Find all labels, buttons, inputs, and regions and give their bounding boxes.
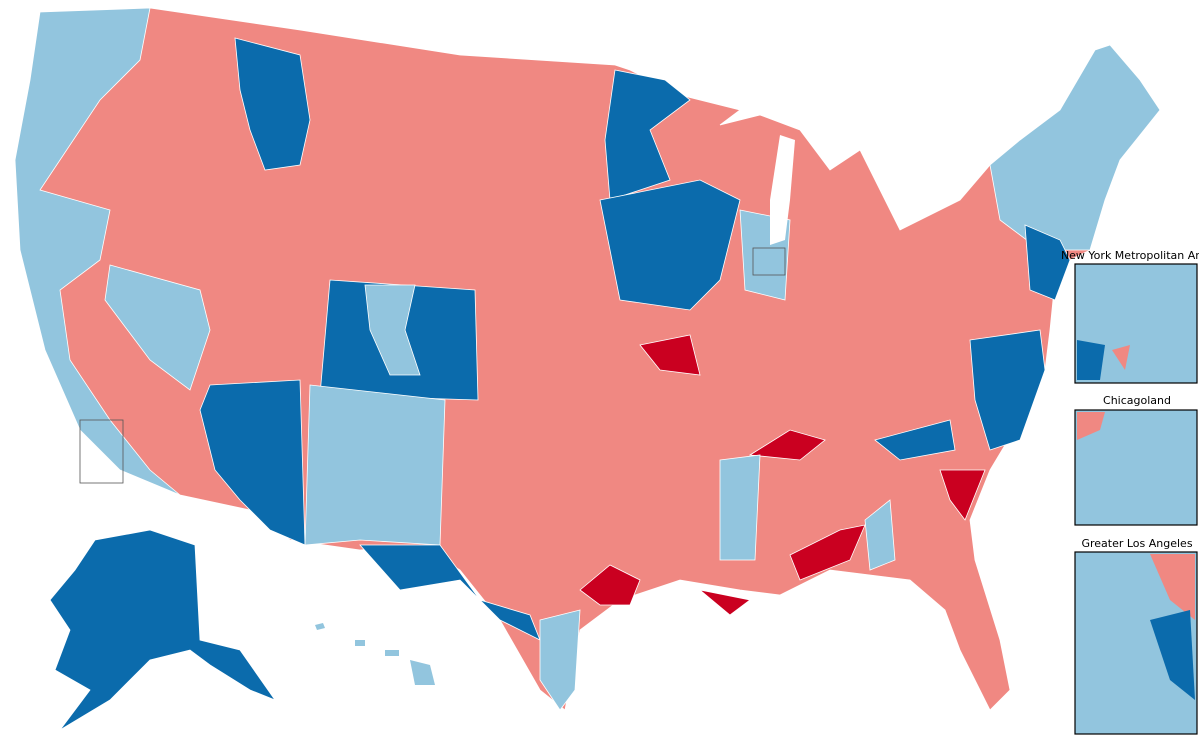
hawaii	[315, 623, 435, 685]
lake-michigan	[770, 135, 795, 245]
georgia	[864, 499, 896, 571]
alaska	[49, 529, 277, 731]
chicago-district	[1077, 412, 1105, 440]
nyc-area	[1024, 224, 1071, 301]
la-district	[1150, 554, 1195, 620]
missouri-red	[639, 334, 701, 376]
texas-red	[579, 564, 641, 606]
utah-district	[364, 284, 421, 376]
la-district	[1150, 610, 1195, 700]
louisiana-red	[699, 589, 751, 616]
ny-district	[1077, 340, 1105, 380]
la-marker	[79, 419, 124, 484]
alabama-red	[789, 524, 866, 581]
insets: New York Metropolitan Area Chicagoland G…	[1061, 249, 1199, 735]
new-mexico	[304, 384, 446, 546]
virginia-carolina	[874, 419, 956, 461]
arizona	[199, 379, 306, 546]
carolina-red	[939, 469, 986, 521]
east-coast	[969, 329, 1046, 451]
chicago-marker	[752, 247, 786, 276]
idaho-oregon	[234, 37, 311, 171]
inset-label: Greater Los Angeles	[1081, 537, 1192, 550]
contiguous-us	[14, 7, 1161, 711]
nevada-district	[104, 264, 211, 391]
ny-district	[1112, 345, 1130, 370]
inset-label: New York Metropolitan Area	[1061, 249, 1199, 262]
west-coast	[14, 7, 181, 496]
minnesota	[604, 69, 691, 201]
mississippi	[719, 454, 761, 561]
texas-gulf	[539, 609, 581, 711]
inset-label: Chicagoland	[1103, 394, 1171, 407]
wisconsin-iowa	[599, 179, 741, 311]
alaska-hawaii	[49, 529, 435, 731]
kentucky-red	[748, 429, 826, 461]
